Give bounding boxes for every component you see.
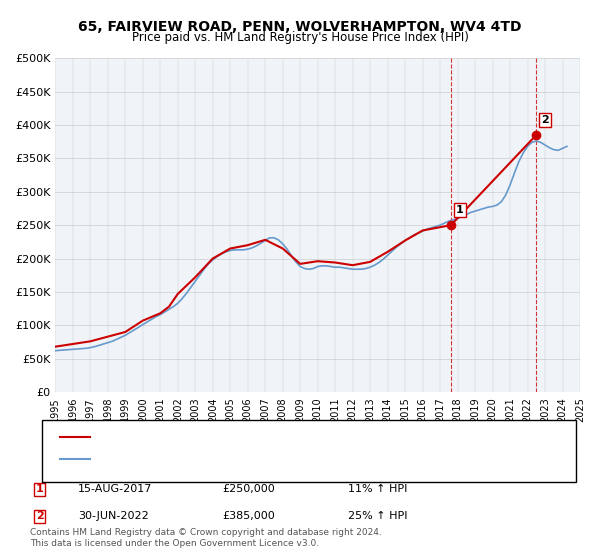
Text: Contains HM Land Registry data © Crown copyright and database right 2024.
This d: Contains HM Land Registry data © Crown c… <box>30 528 382 548</box>
Text: 1: 1 <box>456 205 464 215</box>
Text: 30-JUN-2022: 30-JUN-2022 <box>78 511 149 521</box>
Text: 2: 2 <box>36 511 44 521</box>
Text: £385,000: £385,000 <box>222 511 275 521</box>
Text: 65, FAIRVIEW ROAD, PENN, WOLVERHAMPTON, WV4 4TD: 65, FAIRVIEW ROAD, PENN, WOLVERHAMPTON, … <box>78 20 522 34</box>
Text: 1: 1 <box>36 484 44 494</box>
Text: 65, FAIRVIEW ROAD, PENN, WOLVERHAMPTON, WV4 4TD (detached house): 65, FAIRVIEW ROAD, PENN, WOLVERHAMPTON, … <box>96 428 485 438</box>
Text: 15-AUG-2017: 15-AUG-2017 <box>78 484 152 494</box>
Text: Price paid vs. HM Land Registry's House Price Index (HPI): Price paid vs. HM Land Registry's House … <box>131 31 469 44</box>
Text: 2: 2 <box>542 115 549 125</box>
Text: 11% ↑ HPI: 11% ↑ HPI <box>348 484 407 494</box>
Text: 25% ↑ HPI: 25% ↑ HPI <box>348 511 407 521</box>
Text: £250,000: £250,000 <box>222 484 275 494</box>
Text: HPI: Average price, detached house, Wolverhampton: HPI: Average price, detached house, Wolv… <box>96 450 371 460</box>
